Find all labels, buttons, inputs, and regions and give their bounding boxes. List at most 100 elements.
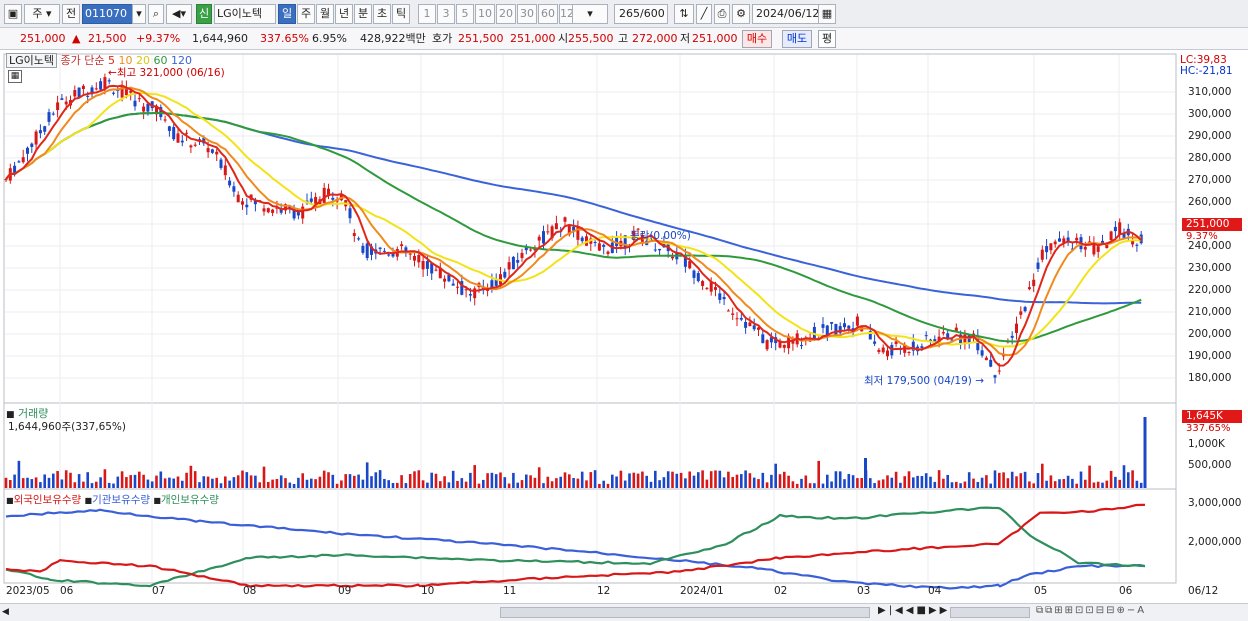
individual-line bbox=[5, 506, 1146, 588]
candle-body bbox=[322, 187, 326, 203]
legend-marker-icon: ■ bbox=[84, 496, 93, 505]
interval-tab[interactable]: 5 bbox=[456, 4, 474, 24]
candle-body bbox=[1118, 222, 1122, 235]
mid-annotation: 등락(0.00%) bbox=[630, 230, 691, 242]
volume-bar bbox=[1131, 470, 1134, 488]
volume-bar bbox=[1109, 470, 1113, 488]
volume-bar bbox=[417, 470, 421, 488]
table-icon[interactable]: ▦ bbox=[8, 70, 22, 83]
period-tab[interactable]: 분 bbox=[354, 4, 372, 24]
period-tab[interactable]: 년 bbox=[335, 4, 353, 24]
zoom-slider[interactable] bbox=[950, 607, 1030, 618]
chart-area[interactable] bbox=[0, 50, 1248, 603]
price-ytick: 190,000 bbox=[1188, 350, 1232, 362]
period-tab[interactable]: 틱 bbox=[392, 4, 410, 24]
price-ytick: 230,000 bbox=[1188, 262, 1232, 274]
period-tab[interactable]: 일 bbox=[278, 4, 296, 24]
stock-code-input[interactable]: 011070 bbox=[82, 4, 146, 24]
candle-body bbox=[563, 217, 567, 222]
candle-body bbox=[1135, 244, 1139, 246]
period-tab[interactable]: 초 bbox=[373, 4, 391, 24]
period-unit-label: 주 bbox=[32, 7, 43, 20]
candle-body bbox=[284, 204, 287, 211]
print-icon[interactable]: ⎙ bbox=[714, 4, 730, 24]
candle-body bbox=[929, 339, 932, 342]
volume-bar bbox=[714, 470, 717, 488]
open-label: 시 bbox=[558, 32, 569, 45]
sell-button[interactable]: 매도 bbox=[782, 30, 812, 48]
volume-bar bbox=[675, 473, 679, 488]
candle-body bbox=[911, 341, 915, 351]
candle-body bbox=[73, 90, 77, 97]
candle-body bbox=[172, 126, 176, 140]
date-field[interactable]: 2024/06/12 bbox=[752, 4, 836, 24]
volume-bar bbox=[292, 483, 296, 488]
volume-bar bbox=[671, 471, 674, 488]
volume-bar bbox=[413, 471, 416, 488]
volume-bar bbox=[271, 479, 274, 488]
current-price-tag: 251,000 bbox=[1182, 218, 1242, 231]
sound-icon[interactable]: ◀▾ bbox=[166, 4, 192, 24]
candle-body bbox=[438, 267, 442, 279]
volume-bar bbox=[348, 474, 352, 488]
chart-type-icon[interactable]: ╱ bbox=[696, 4, 712, 24]
scroll-thumb[interactable] bbox=[500, 607, 870, 618]
settings-icon[interactable]: ⚙ bbox=[732, 4, 750, 24]
volume-bar bbox=[396, 482, 399, 488]
interval-dropdown[interactable]: ▾ bbox=[572, 4, 608, 24]
candle-body bbox=[129, 90, 133, 93]
candle-body bbox=[253, 200, 257, 205]
candle-body bbox=[494, 279, 498, 286]
volume-bar bbox=[761, 472, 765, 488]
indicator-icon[interactable]: ⇅ bbox=[674, 4, 694, 24]
volume-bar bbox=[851, 475, 855, 488]
view-tools[interactable]: ⧉⧉⊞⊞⊡⊡⊟⊟⊕−A bbox=[1036, 605, 1147, 616]
candle-body bbox=[421, 260, 425, 270]
volume-bar bbox=[258, 482, 261, 488]
volume-bar bbox=[181, 480, 184, 488]
candle-body bbox=[34, 131, 38, 145]
search-icon[interactable]: ⌕ bbox=[148, 4, 164, 24]
scroll-nav-bar: ◀ ▶|◀◀■▶▶ ⧉⧉⊞⊞⊡⊡⊟⊟⊕−A bbox=[0, 603, 1248, 621]
period-tab[interactable]: 월 bbox=[316, 4, 334, 24]
period-tab[interactable]: 주 bbox=[297, 4, 315, 24]
volume-bar bbox=[593, 470, 597, 488]
candle-body bbox=[739, 317, 743, 320]
volume-bar-last bbox=[1143, 417, 1147, 488]
candle-body bbox=[873, 341, 877, 344]
x-axis-right-date: 06/12 bbox=[1188, 585, 1219, 597]
candle-body bbox=[593, 241, 597, 243]
bar-count-field[interactable]: 265/600 bbox=[614, 4, 668, 24]
volume-bar bbox=[1118, 479, 1121, 488]
interval-tab[interactable]: 10 bbox=[475, 4, 495, 24]
period-unit-select[interactable]: 주 ▾ bbox=[24, 4, 60, 24]
interval-tab[interactable]: 3 bbox=[437, 4, 455, 24]
volume-bar bbox=[103, 469, 107, 488]
layout-icon[interactable]: ▣ bbox=[4, 4, 22, 24]
candle-body bbox=[1105, 243, 1109, 249]
candle-body bbox=[524, 245, 528, 251]
code-dropdown-icon[interactable]: ▾ bbox=[132, 4, 146, 24]
candle-body bbox=[38, 130, 42, 134]
interval-tab[interactable]: 30 bbox=[517, 4, 537, 24]
volume-bar bbox=[1019, 473, 1023, 488]
playback-controls[interactable]: ▶|◀◀■▶▶ bbox=[878, 605, 951, 616]
flat-button[interactable]: 평 bbox=[818, 30, 836, 48]
ma60-line bbox=[5, 111, 1142, 343]
interval-tab[interactable]: 60 bbox=[538, 4, 558, 24]
candle-body bbox=[838, 326, 842, 333]
candle-body bbox=[735, 318, 739, 320]
interval-tab[interactable]: 20 bbox=[496, 4, 516, 24]
volume-bar bbox=[340, 480, 343, 488]
interval-tab[interactable]: 1 bbox=[418, 4, 436, 24]
buy-button[interactable]: 매수 bbox=[742, 30, 772, 48]
scroll-left-icon[interactable]: ◀ bbox=[2, 607, 9, 617]
volume-bar bbox=[959, 483, 962, 488]
candle-body bbox=[1058, 238, 1061, 242]
candle-body bbox=[769, 337, 773, 343]
bar-count-max: /600 bbox=[640, 7, 665, 20]
calendar-icon[interactable]: ▦ bbox=[818, 4, 836, 24]
candle-body bbox=[542, 231, 545, 244]
prev-button[interactable]: 전 bbox=[62, 4, 80, 24]
moving-averages bbox=[5, 84, 1142, 367]
